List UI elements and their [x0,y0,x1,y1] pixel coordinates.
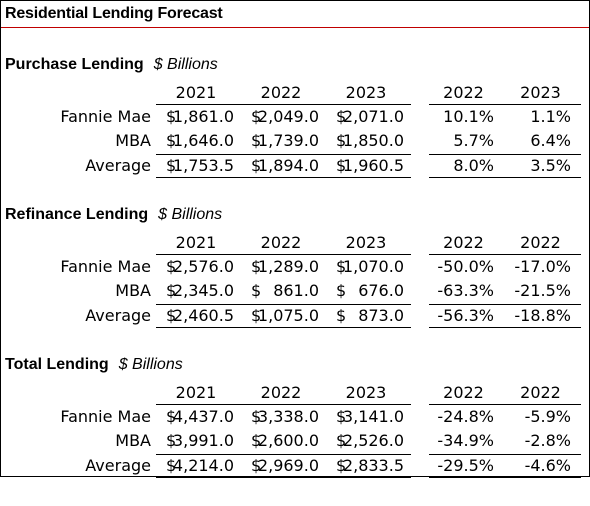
row-label: MBA [115,281,151,300]
year-header: 2023 [345,83,387,102]
growth-cell: -24.8% [437,407,494,426]
growth-cell: -2.8% [524,431,571,450]
section-heading: Purchase Lending $ Billions [5,56,218,74]
section-unit: $ Billions [153,56,218,73]
row-label: Average [85,456,151,475]
growth-average-top-line [429,454,581,455]
row-label: Fannie Mae [60,107,151,126]
year-header: 2022 [260,233,302,252]
growth-average-bottom-line [429,177,581,178]
year-header: 2021 [175,383,217,402]
growth-cell: 8.0% [453,156,494,175]
title-bar: Residential Lending Forecast [1,1,589,28]
section-unit: $ Billions [158,206,223,223]
growth-header-underline [429,404,581,405]
growth-header-underline [429,104,581,105]
growth-cell: -17.0% [514,257,571,276]
lending-section: Purchase Lending $ Billions 2021 2022 2023 20… [1,56,589,206]
section-unit: $ Billions [118,356,183,373]
growth-cell: 3.5% [530,156,571,175]
section-title: Refinance Lending [5,206,149,223]
growth-cell: 6.4% [530,131,571,150]
section-heading: Refinance Lending $ Billions [5,206,222,224]
average-top-line [156,304,411,305]
growth-cell: -50.0% [437,257,494,276]
header-underline [156,404,411,405]
average-top-line [156,154,411,155]
section-title: Total Lending [5,356,109,373]
growth-average-bottom-line [429,477,581,478]
growth-year-header: 2023 [520,83,561,102]
lending-section: Refinance Lending $ Billions 2021 2022 2023 2… [1,206,589,356]
lending-section: Total Lending $ Billions 2021 2022 2023 2022 2… [1,356,589,506]
growth-cell: -56.3% [437,306,494,325]
growth-cell: -4.6% [524,456,571,475]
header-underline [156,104,411,105]
year-header: 2023 [345,233,387,252]
growth-year-header: 2022 [443,233,484,252]
growth-cell: 1.1% [530,107,571,126]
year-header: 2021 [175,233,217,252]
growth-cell: -63.3% [437,281,494,300]
growth-cell: 5.7% [453,131,494,150]
average-top-line [156,454,411,455]
average-bottom-line [156,177,411,178]
growth-header-underline [429,254,581,255]
forecast-sheet: Residential Lending Forecast Purchase Le… [0,0,590,478]
year-header: 2021 [175,83,217,102]
row-label: MBA [115,131,151,150]
growth-year-header: 2022 [520,383,561,402]
growth-average-top-line [429,304,581,305]
sheet-title: Residential Lending Forecast [5,5,223,22]
row-label: MBA [115,431,151,450]
section-title: Purchase Lending [5,56,144,73]
year-header: 2023 [345,383,387,402]
header-underline [156,254,411,255]
section-heading: Total Lending $ Billions [5,356,183,374]
year-header: 2022 [260,383,302,402]
growth-average-top-line [429,154,581,155]
growth-average-bottom-line [429,327,581,328]
growth-cell: 10.1% [443,107,494,126]
growth-cell: -5.9% [524,407,571,426]
row-label: Average [85,156,151,175]
growth-cell: -21.5% [514,281,571,300]
average-bottom-line [156,477,411,478]
growth-year-header: 2022 [520,233,561,252]
growth-year-header: 2022 [443,383,484,402]
row-label: Average [85,306,151,325]
growth-cell: -18.8% [514,306,571,325]
row-label: Fannie Mae [60,257,151,276]
average-bottom-line [156,327,411,328]
row-label: Fannie Mae [60,407,151,426]
growth-cell: -29.5% [437,456,494,475]
growth-cell: -34.9% [437,431,494,450]
growth-year-header: 2022 [443,83,484,102]
year-header: 2022 [260,83,302,102]
